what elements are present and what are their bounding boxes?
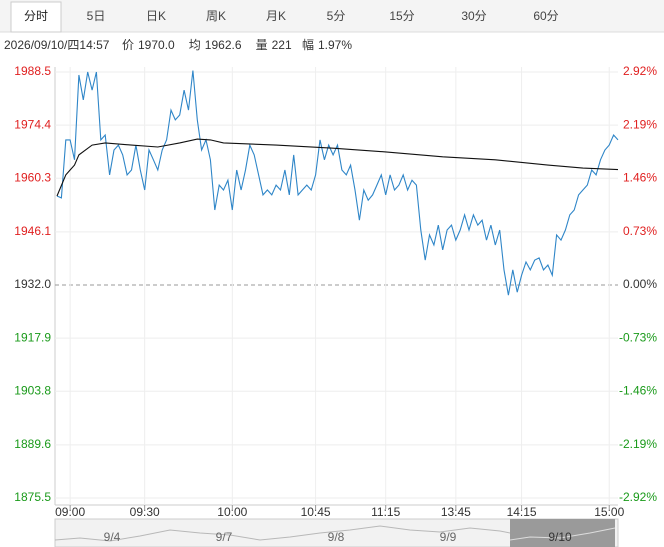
y2-tick-label: -0.73% [619, 330, 657, 344]
navigator-selection-trace [509, 527, 616, 541]
y-tick-label: 1960.3 [14, 170, 51, 184]
y-tick-label: 1946.1 [14, 224, 51, 238]
x-tick-label: 09:30 [130, 505, 160, 519]
y2-tick-label: 0.73% [623, 224, 657, 238]
price-line [56, 70, 619, 296]
y-tick-label: 1988.5 [14, 64, 51, 78]
info-value: 1970.0 [138, 38, 175, 52]
navigator-selection[interactable] [510, 519, 615, 547]
tab[interactable]: 15分 [389, 9, 414, 23]
y2-tick-label: 0.00% [623, 277, 657, 291]
tab[interactable]: 分时 [24, 9, 48, 23]
info-label: 均 [189, 38, 201, 52]
x-tick-label: 09:00 [55, 505, 85, 519]
info-value: 1962.6 [205, 38, 242, 52]
tab-bar [0, 0, 664, 32]
tab-active-bg [10, 1, 62, 33]
info-label: 幅 [302, 37, 314, 52]
tab[interactable]: 5日 [87, 9, 106, 23]
x-tick-label: 10:45 [301, 505, 331, 519]
info-value: 221 [272, 38, 292, 52]
y2-tick-label: -2.19% [619, 437, 657, 451]
x-tick-label: 11:15 [371, 505, 400, 519]
navigator-label: 9/8 [328, 530, 345, 544]
info-datetime: 2026/09/10/四14:57 [4, 38, 110, 52]
info-label: 价 [122, 38, 134, 52]
x-tick-label: 15:00 [594, 505, 624, 519]
average-line [56, 138, 619, 197]
y2-tick-label: -1.46% [619, 384, 657, 398]
y2-tick-label: -2.92% [619, 490, 657, 504]
x-tick-label: 10:00 [217, 505, 247, 519]
tab[interactable]: 周K [206, 9, 226, 23]
tab[interactable]: 日K [146, 9, 166, 23]
tab[interactable]: 5分 [327, 9, 346, 23]
tab[interactable]: 60分 [533, 9, 558, 23]
y-tick-label: 1974.4 [14, 117, 51, 131]
info-value: 1.97% [318, 38, 352, 52]
navigator-trace [54, 525, 511, 542]
y-tick-label: 1932.0 [14, 277, 51, 291]
tab[interactable]: 30分 [461, 9, 486, 23]
navigator-label: 9/10 [548, 530, 572, 544]
y-tick-label: 1875.5 [14, 490, 51, 504]
info-label: 量 [256, 38, 268, 52]
navigator-label: 9/9 [440, 530, 457, 544]
y-tick-label: 1917.9 [14, 330, 51, 344]
y2-tick-label: 2.92% [623, 64, 657, 78]
y2-tick-label: 1.46% [623, 171, 657, 185]
y2-tick-label: 2.19% [623, 117, 657, 131]
tab[interactable]: 月K [266, 9, 286, 23]
y-tick-label: 1889.6 [14, 437, 51, 451]
navigator-label: 9/7 [216, 530, 233, 544]
x-tick-label: 13:45 [441, 505, 471, 519]
navigator-label: 9/4 [104, 530, 121, 544]
y-tick-label: 1903.8 [14, 383, 51, 397]
x-tick-label: 14:15 [507, 505, 537, 519]
